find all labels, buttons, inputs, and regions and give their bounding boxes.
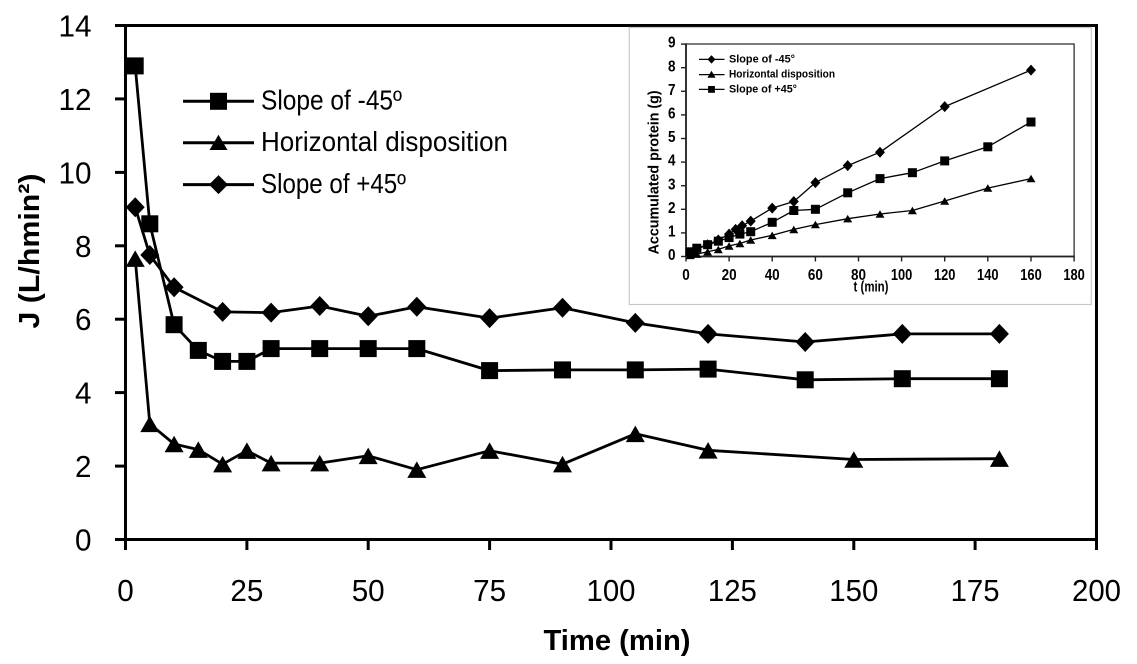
svg-text:25: 25 xyxy=(230,573,263,608)
svg-text:Accumulated protein (g): Accumulated protein (g) xyxy=(646,90,663,254)
svg-text:80: 80 xyxy=(851,267,866,284)
svg-text:175: 175 xyxy=(951,573,1000,608)
svg-text:6: 6 xyxy=(668,106,676,123)
svg-text:40: 40 xyxy=(765,267,780,284)
svg-text:Slope of -45°: Slope of -45° xyxy=(729,53,795,65)
svg-text:1: 1 xyxy=(668,224,676,241)
svg-text:10: 10 xyxy=(59,155,92,190)
svg-text:50: 50 xyxy=(352,573,385,608)
svg-text:20: 20 xyxy=(722,267,737,284)
svg-text:8: 8 xyxy=(75,229,92,264)
svg-text:Slope of +45°: Slope of +45° xyxy=(729,83,797,95)
svg-text:2: 2 xyxy=(75,449,92,484)
svg-text:J (L/hmin²): J (L/hmin²) xyxy=(14,174,46,329)
svg-text:0: 0 xyxy=(75,523,92,558)
svg-text:125: 125 xyxy=(708,573,757,608)
svg-text:2: 2 xyxy=(668,200,676,217)
svg-text:60: 60 xyxy=(808,267,823,284)
svg-text:75: 75 xyxy=(473,573,506,608)
svg-text:4: 4 xyxy=(668,153,676,170)
svg-text:Horizontal disposition: Horizontal disposition xyxy=(729,69,835,81)
svg-text:6: 6 xyxy=(75,302,92,337)
svg-text:0: 0 xyxy=(117,573,134,608)
svg-text:120: 120 xyxy=(934,267,956,284)
svg-text:Slope of +45º: Slope of +45º xyxy=(261,168,406,199)
svg-text:3: 3 xyxy=(668,176,676,193)
svg-text:5: 5 xyxy=(668,129,676,146)
svg-text:140: 140 xyxy=(977,267,999,284)
svg-text:12: 12 xyxy=(59,82,92,117)
svg-text:t (min): t (min) xyxy=(854,280,889,296)
svg-text:150: 150 xyxy=(829,573,878,608)
svg-text:0: 0 xyxy=(682,267,690,284)
svg-text:8: 8 xyxy=(668,58,676,75)
svg-text:4: 4 xyxy=(75,376,92,411)
svg-text:0: 0 xyxy=(668,247,676,264)
svg-text:160: 160 xyxy=(1020,267,1042,284)
svg-text:Horizontal disposition: Horizontal disposition xyxy=(261,126,508,157)
svg-text:7: 7 xyxy=(668,82,676,99)
svg-text:180: 180 xyxy=(1063,267,1085,284)
svg-text:Time (min): Time (min) xyxy=(544,625,691,657)
svg-text:200: 200 xyxy=(1072,573,1121,608)
svg-text:100: 100 xyxy=(891,267,913,284)
svg-text:100: 100 xyxy=(587,573,636,608)
svg-text:14: 14 xyxy=(59,9,92,44)
svg-text:9: 9 xyxy=(668,35,676,52)
svg-text:Slope of -45º: Slope of -45º xyxy=(261,85,402,116)
